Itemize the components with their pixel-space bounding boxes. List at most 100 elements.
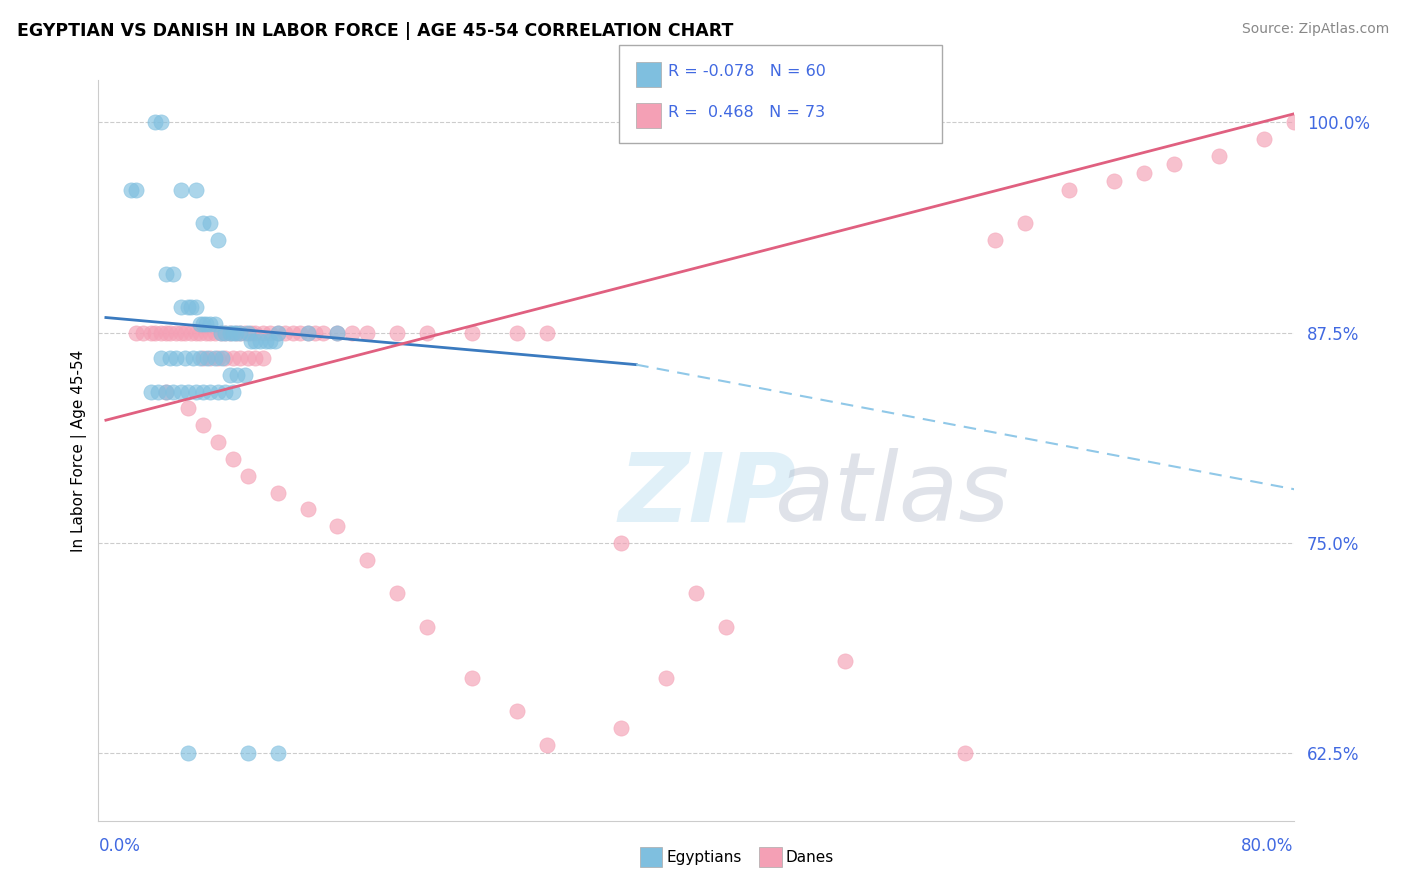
Point — [281, 326, 304, 340]
Point — [162, 267, 184, 281]
Point — [155, 326, 177, 340]
Point — [207, 384, 229, 399]
Point — [222, 384, 245, 399]
Point — [200, 326, 222, 340]
Y-axis label: In Labor Force | Age 45-54: In Labor Force | Age 45-54 — [72, 350, 87, 551]
Point — [159, 326, 181, 340]
Point — [1014, 216, 1036, 230]
Point — [191, 318, 214, 332]
Point — [177, 301, 200, 315]
Point — [125, 326, 148, 340]
Point — [200, 318, 222, 332]
Point — [120, 183, 142, 197]
Point — [209, 326, 232, 340]
Point — [204, 351, 226, 365]
Point — [834, 654, 856, 668]
Point — [209, 326, 232, 340]
Point — [274, 326, 297, 340]
Point — [252, 326, 274, 340]
Point — [536, 326, 558, 340]
Point — [139, 326, 162, 340]
Point — [188, 351, 211, 365]
Point — [267, 747, 290, 761]
Point — [222, 351, 245, 365]
Point — [245, 351, 267, 365]
Point — [385, 326, 409, 340]
Point — [1282, 115, 1305, 129]
Text: EGYPTIAN VS DANISH IN LABOR FORCE | AGE 45-54 CORRELATION CHART: EGYPTIAN VS DANISH IN LABOR FORCE | AGE … — [17, 22, 734, 40]
Point — [162, 384, 184, 399]
Point — [1163, 157, 1185, 171]
Point — [233, 326, 256, 340]
Point — [150, 326, 173, 340]
Point — [236, 326, 259, 340]
Point — [211, 351, 233, 365]
Text: R = -0.078   N = 60: R = -0.078 N = 60 — [668, 64, 825, 79]
Point — [297, 502, 319, 516]
Point — [155, 384, 177, 399]
Point — [506, 326, 529, 340]
Point — [984, 233, 1007, 247]
Point — [536, 738, 558, 752]
Point — [204, 318, 226, 332]
Point — [356, 553, 378, 567]
Point — [714, 620, 737, 634]
Point — [236, 351, 259, 365]
Point — [236, 747, 259, 761]
Point — [311, 326, 333, 340]
Text: R =  0.468   N = 73: R = 0.468 N = 73 — [668, 105, 825, 120]
Point — [304, 326, 326, 340]
Point — [236, 468, 259, 483]
Point — [155, 267, 177, 281]
Point — [177, 384, 200, 399]
Point — [191, 384, 214, 399]
Point — [219, 326, 242, 340]
Point — [200, 351, 222, 365]
Point — [1253, 132, 1275, 146]
Point — [169, 183, 191, 197]
Point — [207, 435, 229, 450]
Point — [214, 351, 236, 365]
Point — [326, 326, 349, 340]
Point — [259, 334, 281, 348]
Point — [207, 351, 229, 365]
Point — [184, 301, 207, 315]
Text: atlas: atlas — [773, 449, 1008, 541]
Point — [229, 326, 252, 340]
Point — [233, 368, 256, 382]
Point — [225, 326, 247, 340]
Point — [610, 536, 633, 550]
Point — [222, 451, 245, 466]
Text: Source: ZipAtlas.com: Source: ZipAtlas.com — [1241, 22, 1389, 37]
Point — [184, 183, 207, 197]
Point — [174, 326, 197, 340]
Point — [125, 183, 148, 197]
Point — [143, 115, 166, 129]
Point — [207, 233, 229, 247]
Text: Danes: Danes — [786, 850, 834, 865]
Point — [204, 326, 226, 340]
Point — [188, 318, 211, 332]
Point — [132, 326, 155, 340]
Point — [685, 586, 707, 600]
Point — [1133, 166, 1156, 180]
Point — [249, 334, 271, 348]
Text: 80.0%: 80.0% — [1241, 837, 1294, 855]
Point — [252, 351, 274, 365]
Point — [610, 721, 633, 735]
Point — [180, 326, 202, 340]
Point — [1208, 149, 1230, 163]
Point — [139, 384, 162, 399]
Point — [159, 351, 181, 365]
Point — [1059, 183, 1081, 197]
Point — [200, 216, 222, 230]
Point — [191, 418, 214, 433]
Point — [461, 326, 484, 340]
Point — [226, 368, 249, 382]
Point — [219, 326, 242, 340]
Point — [229, 326, 252, 340]
Point — [416, 326, 439, 340]
Point — [1104, 174, 1126, 188]
Point — [225, 326, 247, 340]
Point — [267, 326, 290, 340]
